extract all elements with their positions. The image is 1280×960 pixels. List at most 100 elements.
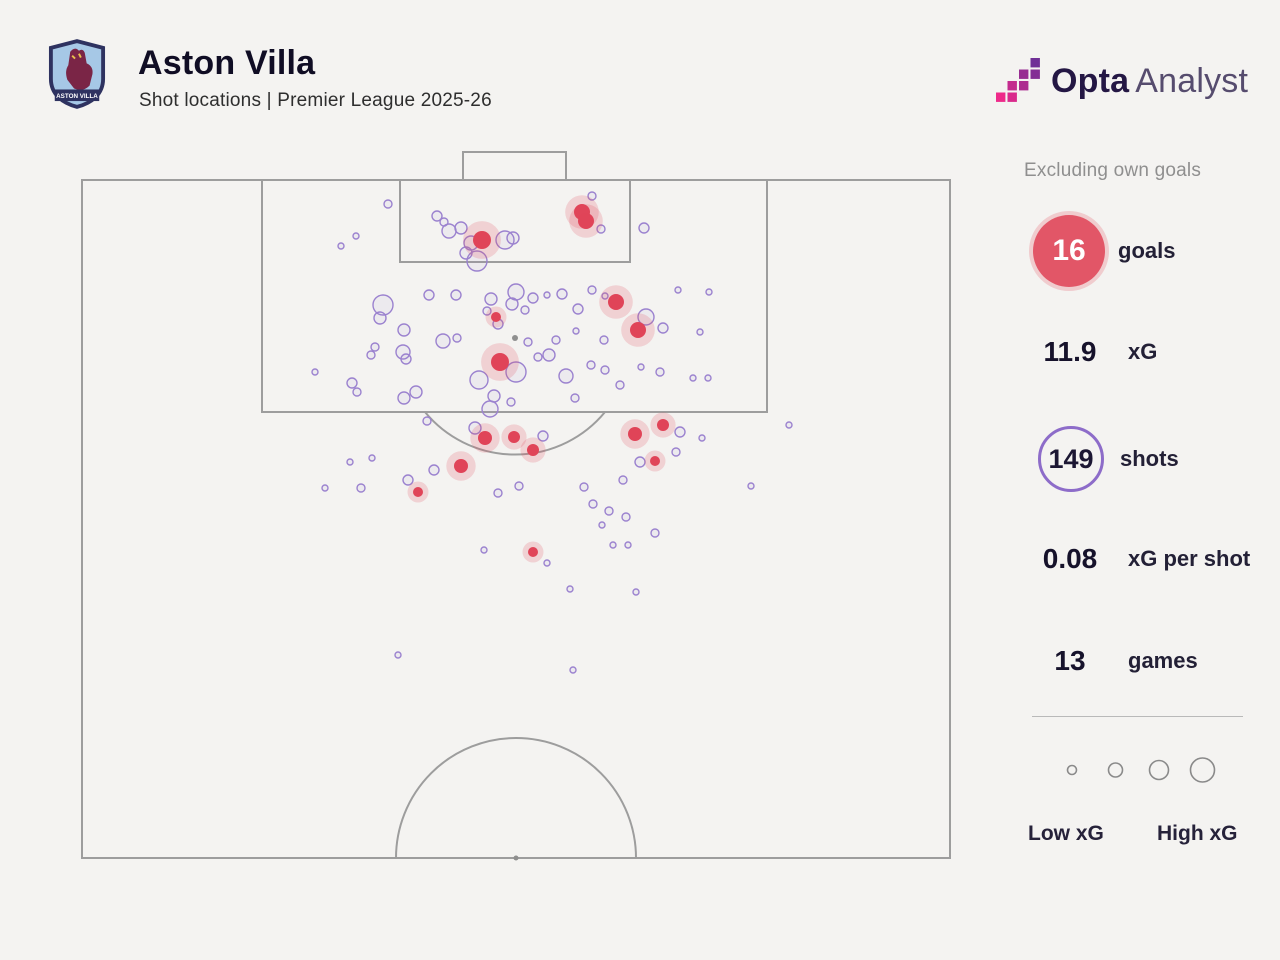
centre-circle bbox=[395, 737, 637, 859]
shot-marker bbox=[423, 289, 435, 301]
shots-layer bbox=[311, 191, 793, 674]
xg-label: xG bbox=[1128, 339, 1158, 364]
shot-marker bbox=[556, 288, 568, 300]
goal-marker bbox=[578, 213, 594, 229]
shot-marker bbox=[569, 666, 577, 674]
shot-marker bbox=[615, 380, 625, 390]
shot-marker bbox=[596, 224, 606, 234]
shot-marker bbox=[397, 391, 411, 405]
page-subtitle: Shot locations | Premier League 2025-26 bbox=[139, 90, 492, 111]
shot-marker bbox=[609, 541, 617, 549]
shot-marker bbox=[587, 191, 597, 201]
shot-marker bbox=[373, 311, 387, 325]
shot-marker bbox=[704, 374, 712, 382]
badge-banner bbox=[54, 89, 100, 102]
shot-marker bbox=[452, 333, 462, 343]
shot-marker bbox=[601, 292, 609, 300]
shot-marker bbox=[637, 363, 645, 371]
shot-marker bbox=[671, 447, 681, 457]
shot-marker bbox=[624, 541, 632, 549]
shot-marker bbox=[395, 344, 411, 360]
xg-value: 11.9 bbox=[1043, 336, 1097, 367]
stat-goals: 16 goals bbox=[1033, 215, 1175, 287]
goals-count-circle: 16 bbox=[1033, 215, 1105, 287]
shot-marker bbox=[311, 368, 319, 376]
goal-marker bbox=[491, 312, 501, 322]
shot-marker bbox=[356, 483, 366, 493]
shot-marker bbox=[370, 342, 380, 352]
shot-marker bbox=[372, 294, 394, 316]
shot-marker bbox=[785, 421, 793, 429]
shot-marker bbox=[618, 475, 628, 485]
shot-marker bbox=[674, 426, 686, 438]
shot-marker bbox=[588, 499, 598, 509]
goal-marker bbox=[528, 547, 538, 557]
goal-marker bbox=[478, 431, 492, 445]
club-badge-icon: ASTON VILLA bbox=[48, 39, 106, 109]
shot-marker bbox=[587, 285, 597, 295]
shot-marker bbox=[533, 352, 543, 362]
goal-marker bbox=[454, 459, 468, 473]
shot-marker bbox=[527, 292, 539, 304]
xg-per-shot-value: 0.08 bbox=[1042, 543, 1098, 574]
centre-spot bbox=[513, 855, 519, 861]
shot-marker bbox=[400, 353, 412, 365]
goal-marker bbox=[630, 322, 646, 338]
goal-frame bbox=[462, 151, 567, 181]
goal-marker bbox=[473, 231, 491, 249]
shot-marker bbox=[543, 291, 551, 299]
shot-marker bbox=[621, 512, 631, 522]
shot-marker bbox=[542, 348, 556, 362]
shot-marker bbox=[506, 231, 520, 245]
badge-text: ASTON VILLA bbox=[56, 93, 98, 100]
shot-marker bbox=[505, 297, 519, 311]
shot-marker bbox=[428, 464, 440, 476]
shot-marker bbox=[747, 482, 755, 490]
shot-marker bbox=[657, 322, 669, 334]
shot-marker bbox=[352, 232, 360, 240]
shot-marker bbox=[466, 250, 488, 272]
shot-marker bbox=[435, 333, 451, 349]
shot-marker bbox=[493, 488, 503, 498]
legend-size-circle bbox=[1148, 759, 1170, 781]
shots-count-circle: 149 bbox=[1038, 426, 1104, 492]
shot-marker bbox=[337, 242, 345, 250]
shot-marker bbox=[514, 481, 524, 491]
shot-marker bbox=[481, 400, 499, 418]
shot-marker bbox=[431, 210, 443, 222]
stat-xg: 11.9 xG bbox=[1024, 336, 1260, 368]
shot-marker bbox=[368, 454, 376, 462]
legend-size-circle bbox=[1107, 762, 1124, 778]
shot-marker bbox=[402, 474, 414, 486]
shot-marker bbox=[634, 456, 646, 468]
games-value: 13 bbox=[1054, 645, 1086, 676]
shot-marker bbox=[604, 506, 614, 516]
analyst-word: Analyst bbox=[1135, 61, 1249, 100]
goal-marker bbox=[608, 294, 624, 310]
shot-marker bbox=[469, 370, 489, 390]
penalty-arc bbox=[424, 411, 606, 456]
shot-marker bbox=[689, 374, 697, 382]
goal-marker bbox=[650, 456, 660, 466]
xg-size-legend bbox=[1066, 757, 1216, 783]
legend-size-circle bbox=[1189, 757, 1216, 783]
shot-marker bbox=[480, 546, 488, 554]
shot-marker bbox=[523, 337, 533, 347]
goal-marker bbox=[413, 487, 423, 497]
shot-marker bbox=[487, 389, 501, 403]
opta-word: Opta bbox=[1051, 61, 1130, 100]
legend-low-xg-label: Low xG bbox=[1028, 822, 1104, 845]
shot-marker bbox=[674, 286, 682, 294]
shot-marker bbox=[570, 393, 580, 403]
games-label: games bbox=[1128, 648, 1198, 673]
shot-marker bbox=[383, 199, 393, 209]
goal-marker bbox=[508, 431, 520, 443]
goal-marker bbox=[491, 353, 509, 371]
shot-marker bbox=[638, 222, 650, 234]
shot-marker bbox=[321, 484, 329, 492]
shot-marker bbox=[698, 434, 706, 442]
shot-marker bbox=[495, 230, 515, 250]
shot-marker bbox=[632, 588, 640, 596]
goal-marker bbox=[527, 444, 539, 456]
